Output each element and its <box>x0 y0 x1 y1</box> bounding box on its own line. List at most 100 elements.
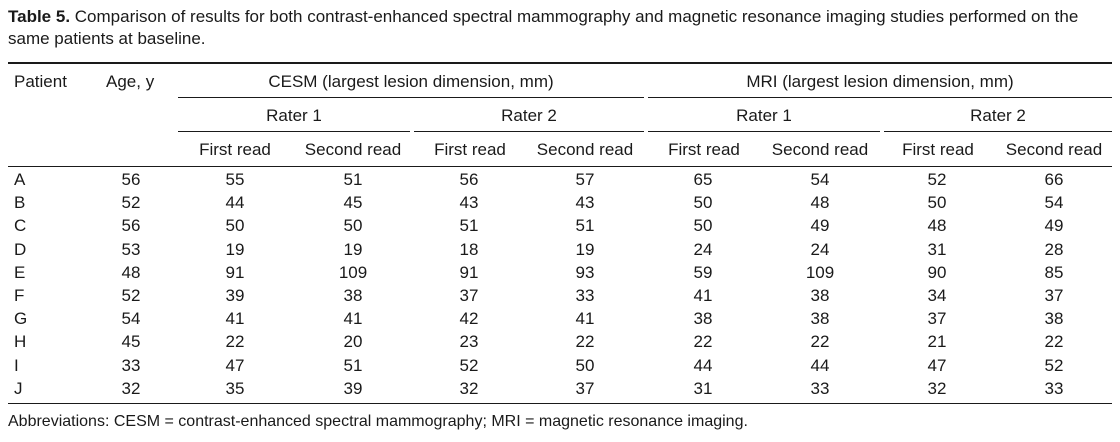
value-cell: 43 <box>575 193 595 213</box>
value-cell: 34 <box>927 286 947 305</box>
header-bottom-rule <box>8 166 1112 167</box>
age-cell: 56 <box>121 216 141 236</box>
value-cell: 44 <box>810 355 830 375</box>
value-cell: 22 <box>693 332 713 352</box>
value-cell: 37 <box>575 378 595 398</box>
value-cell: 51 <box>343 355 363 375</box>
value-cell: 49 <box>1044 216 1064 236</box>
value-cell: 41 <box>693 286 713 305</box>
value-cell: 43 <box>459 193 479 213</box>
value-cell: 55 <box>225 170 245 189</box>
value-cell: 38 <box>810 286 830 305</box>
header-read: Second read <box>536 140 634 159</box>
value-cell: 41 <box>225 309 245 329</box>
value-cell: 51 <box>343 170 363 189</box>
mri-group-rule <box>648 97 1112 98</box>
value-cell: 48 <box>927 216 947 236</box>
value-cell: 90 <box>927 262 947 282</box>
patient-cell: H <box>14 332 27 352</box>
value-cell: 39 <box>343 378 363 398</box>
value-cell: 21 <box>927 332 947 352</box>
header-cesm-rater2: Rater 2 <box>501 106 557 125</box>
header-read: First read <box>668 140 740 159</box>
value-cell: 52 <box>459 355 479 375</box>
value-cell: 38 <box>1044 309 1064 329</box>
patient-cell: J <box>14 378 23 398</box>
age-cell: 33 <box>121 355 141 375</box>
value-cell: 52 <box>927 170 947 189</box>
age-cell: 53 <box>121 239 141 259</box>
patient-cell: D <box>14 239 27 259</box>
value-cell: 32 <box>927 378 947 398</box>
value-cell: 41 <box>343 309 363 329</box>
value-cell: 50 <box>927 193 947 213</box>
value-cell: 91 <box>459 262 479 282</box>
age-cell: 32 <box>121 378 141 398</box>
value-cell: 23 <box>459 332 479 352</box>
patient-cell: I <box>14 355 19 375</box>
patient-cell: A <box>14 170 26 189</box>
value-cell: 50 <box>693 193 713 213</box>
age-cell: 54 <box>121 309 141 329</box>
value-cell: 44 <box>693 355 713 375</box>
value-cell: 109 <box>805 262 835 282</box>
value-cell: 65 <box>693 170 713 189</box>
value-cell: 32 <box>459 378 479 398</box>
header-read: Second read <box>304 140 402 159</box>
header-age: Age, y <box>106 72 155 91</box>
value-cell: 22 <box>1044 332 1064 352</box>
value-cell: 59 <box>693 262 713 282</box>
patient-cell: E <box>14 262 26 282</box>
value-cell: 49 <box>810 216 830 236</box>
value-cell: 33 <box>1044 378 1064 398</box>
value-cell: 38 <box>810 309 830 329</box>
value-cell: 44 <box>225 193 245 213</box>
patient-cell: C <box>14 216 27 236</box>
value-cell: 109 <box>338 262 368 282</box>
value-cell: 33 <box>810 378 830 398</box>
value-cell: 22 <box>810 332 830 352</box>
value-cell: 50 <box>343 216 363 236</box>
value-cell: 37 <box>1044 286 1064 305</box>
top-rule <box>8 62 1112 64</box>
value-cell: 19 <box>575 239 595 259</box>
table-footnote: Abbreviations: CESM = contrast-enhanced … <box>8 413 748 430</box>
value-cell: 38 <box>693 309 713 329</box>
value-cell: 19 <box>343 239 363 259</box>
caption-text: Comparison of results for both contrast-… <box>8 7 1079 48</box>
value-cell: 42 <box>459 309 479 329</box>
value-cell: 51 <box>459 216 479 236</box>
bottom-rule <box>8 403 1112 404</box>
header-patient: Patient <box>14 72 67 91</box>
age-cell: 48 <box>121 262 141 282</box>
patient-cell: B <box>14 193 26 213</box>
value-cell: 50 <box>693 216 713 236</box>
value-cell: 19 <box>225 239 245 259</box>
patient-cell: G <box>14 309 28 329</box>
header-mri: MRI (largest lesion dimension, mm) <box>746 72 1014 91</box>
header-cesm: CESM (largest lesion dimension, mm) <box>268 72 554 91</box>
header-read: Second read <box>1005 140 1103 159</box>
header-cesm-rater1: Rater 1 <box>266 106 322 125</box>
value-cell: 57 <box>575 170 595 189</box>
value-cell: 47 <box>225 355 245 375</box>
value-cell: 37 <box>459 286 479 305</box>
value-cell: 51 <box>575 216 595 236</box>
value-cell: 54 <box>810 170 830 189</box>
age-cell: 45 <box>121 332 141 352</box>
cesm-rater2-rule <box>414 131 644 132</box>
value-cell: 24 <box>810 239 830 259</box>
value-cell: 50 <box>575 355 595 375</box>
table-caption: Table 5. Comparison of results for both … <box>8 6 1112 50</box>
cesm-group-rule <box>178 97 644 98</box>
cesm-rater1-rule <box>178 131 410 132</box>
value-cell: 93 <box>575 262 595 282</box>
value-cell: 66 <box>1044 170 1064 189</box>
value-cell: 54 <box>1044 193 1064 213</box>
mri-rater2-rule <box>884 131 1112 132</box>
value-cell: 56 <box>459 170 479 189</box>
header-mri-rater1: Rater 1 <box>736 106 792 125</box>
value-cell: 20 <box>343 332 363 352</box>
value-cell: 33 <box>575 286 595 305</box>
